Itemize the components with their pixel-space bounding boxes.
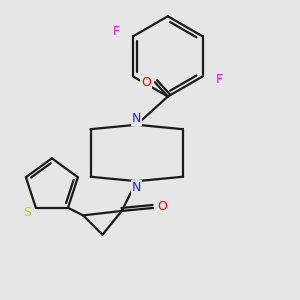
Text: F: F [113, 26, 120, 38]
Text: O: O [157, 200, 167, 213]
Text: N: N [132, 181, 141, 194]
Text: N: N [132, 112, 141, 125]
Text: F: F [215, 73, 223, 86]
Text: S: S [23, 206, 31, 219]
Text: O: O [141, 76, 151, 89]
